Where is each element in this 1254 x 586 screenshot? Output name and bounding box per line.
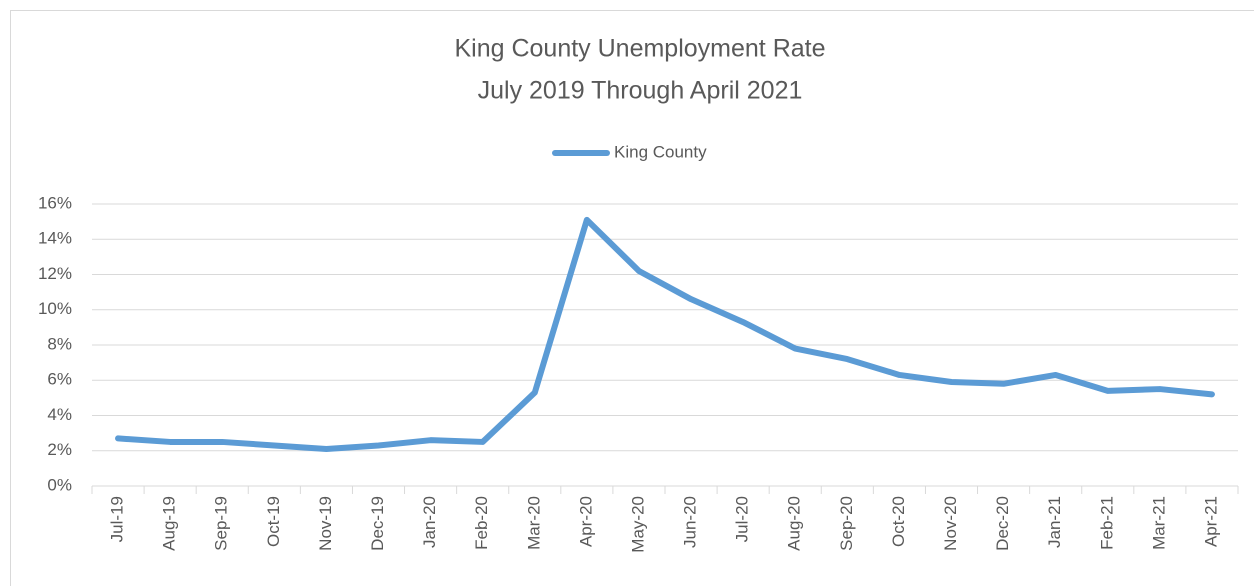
y-tick-label: 2% bbox=[47, 440, 72, 459]
x-tick-label: Mar-20 bbox=[524, 496, 543, 550]
x-tick-label: Jan-20 bbox=[420, 496, 439, 548]
x-tick-label: Mar-21 bbox=[1149, 496, 1168, 550]
x-tick-label: Dec-19 bbox=[368, 496, 387, 551]
x-tick-label: Dec-20 bbox=[993, 496, 1012, 551]
y-tick-label: 0% bbox=[47, 475, 72, 494]
x-tick-label: May-20 bbox=[628, 496, 647, 553]
y-tick-label: 10% bbox=[38, 299, 72, 318]
x-tick-label: Nov-20 bbox=[941, 496, 960, 551]
x-tick-label: Oct-19 bbox=[264, 496, 283, 547]
legend-label: King County bbox=[614, 142, 707, 161]
x-tick-label: Sep-20 bbox=[837, 496, 856, 551]
y-tick-label: 14% bbox=[38, 229, 72, 248]
line-series bbox=[115, 216, 1215, 452]
x-tick-label: Apr-20 bbox=[576, 496, 595, 547]
x-tick-label: Aug-20 bbox=[785, 496, 804, 551]
x-tick-label: Jul-20 bbox=[733, 496, 752, 542]
y-tick-label: 8% bbox=[47, 334, 72, 353]
x-tick-label: Apr-21 bbox=[1201, 496, 1220, 547]
x-tick-label: Nov-19 bbox=[316, 496, 335, 551]
x-tick-label: Sep-19 bbox=[212, 496, 231, 551]
x-tick-label: Jun-20 bbox=[681, 496, 700, 548]
y-tick-label: 4% bbox=[47, 405, 72, 424]
x-tick-label: Oct-20 bbox=[889, 496, 908, 547]
chart-frame bbox=[10, 10, 1254, 586]
chart-title: King County Unemployment Rate bbox=[454, 35, 825, 63]
x-tick-label: Feb-20 bbox=[472, 496, 491, 550]
x-tick-label: Feb-21 bbox=[1097, 496, 1116, 550]
y-tick-label: 16% bbox=[38, 193, 72, 212]
x-tick-label: Jul-19 bbox=[108, 496, 127, 542]
y-tick-label: 12% bbox=[38, 264, 72, 283]
x-tick-label: Jan-21 bbox=[1045, 496, 1064, 548]
chart-subtitle: July 2019 Through April 2021 bbox=[478, 77, 803, 105]
x-tick-label: Aug-19 bbox=[160, 496, 179, 551]
y-tick-label: 6% bbox=[47, 370, 72, 389]
